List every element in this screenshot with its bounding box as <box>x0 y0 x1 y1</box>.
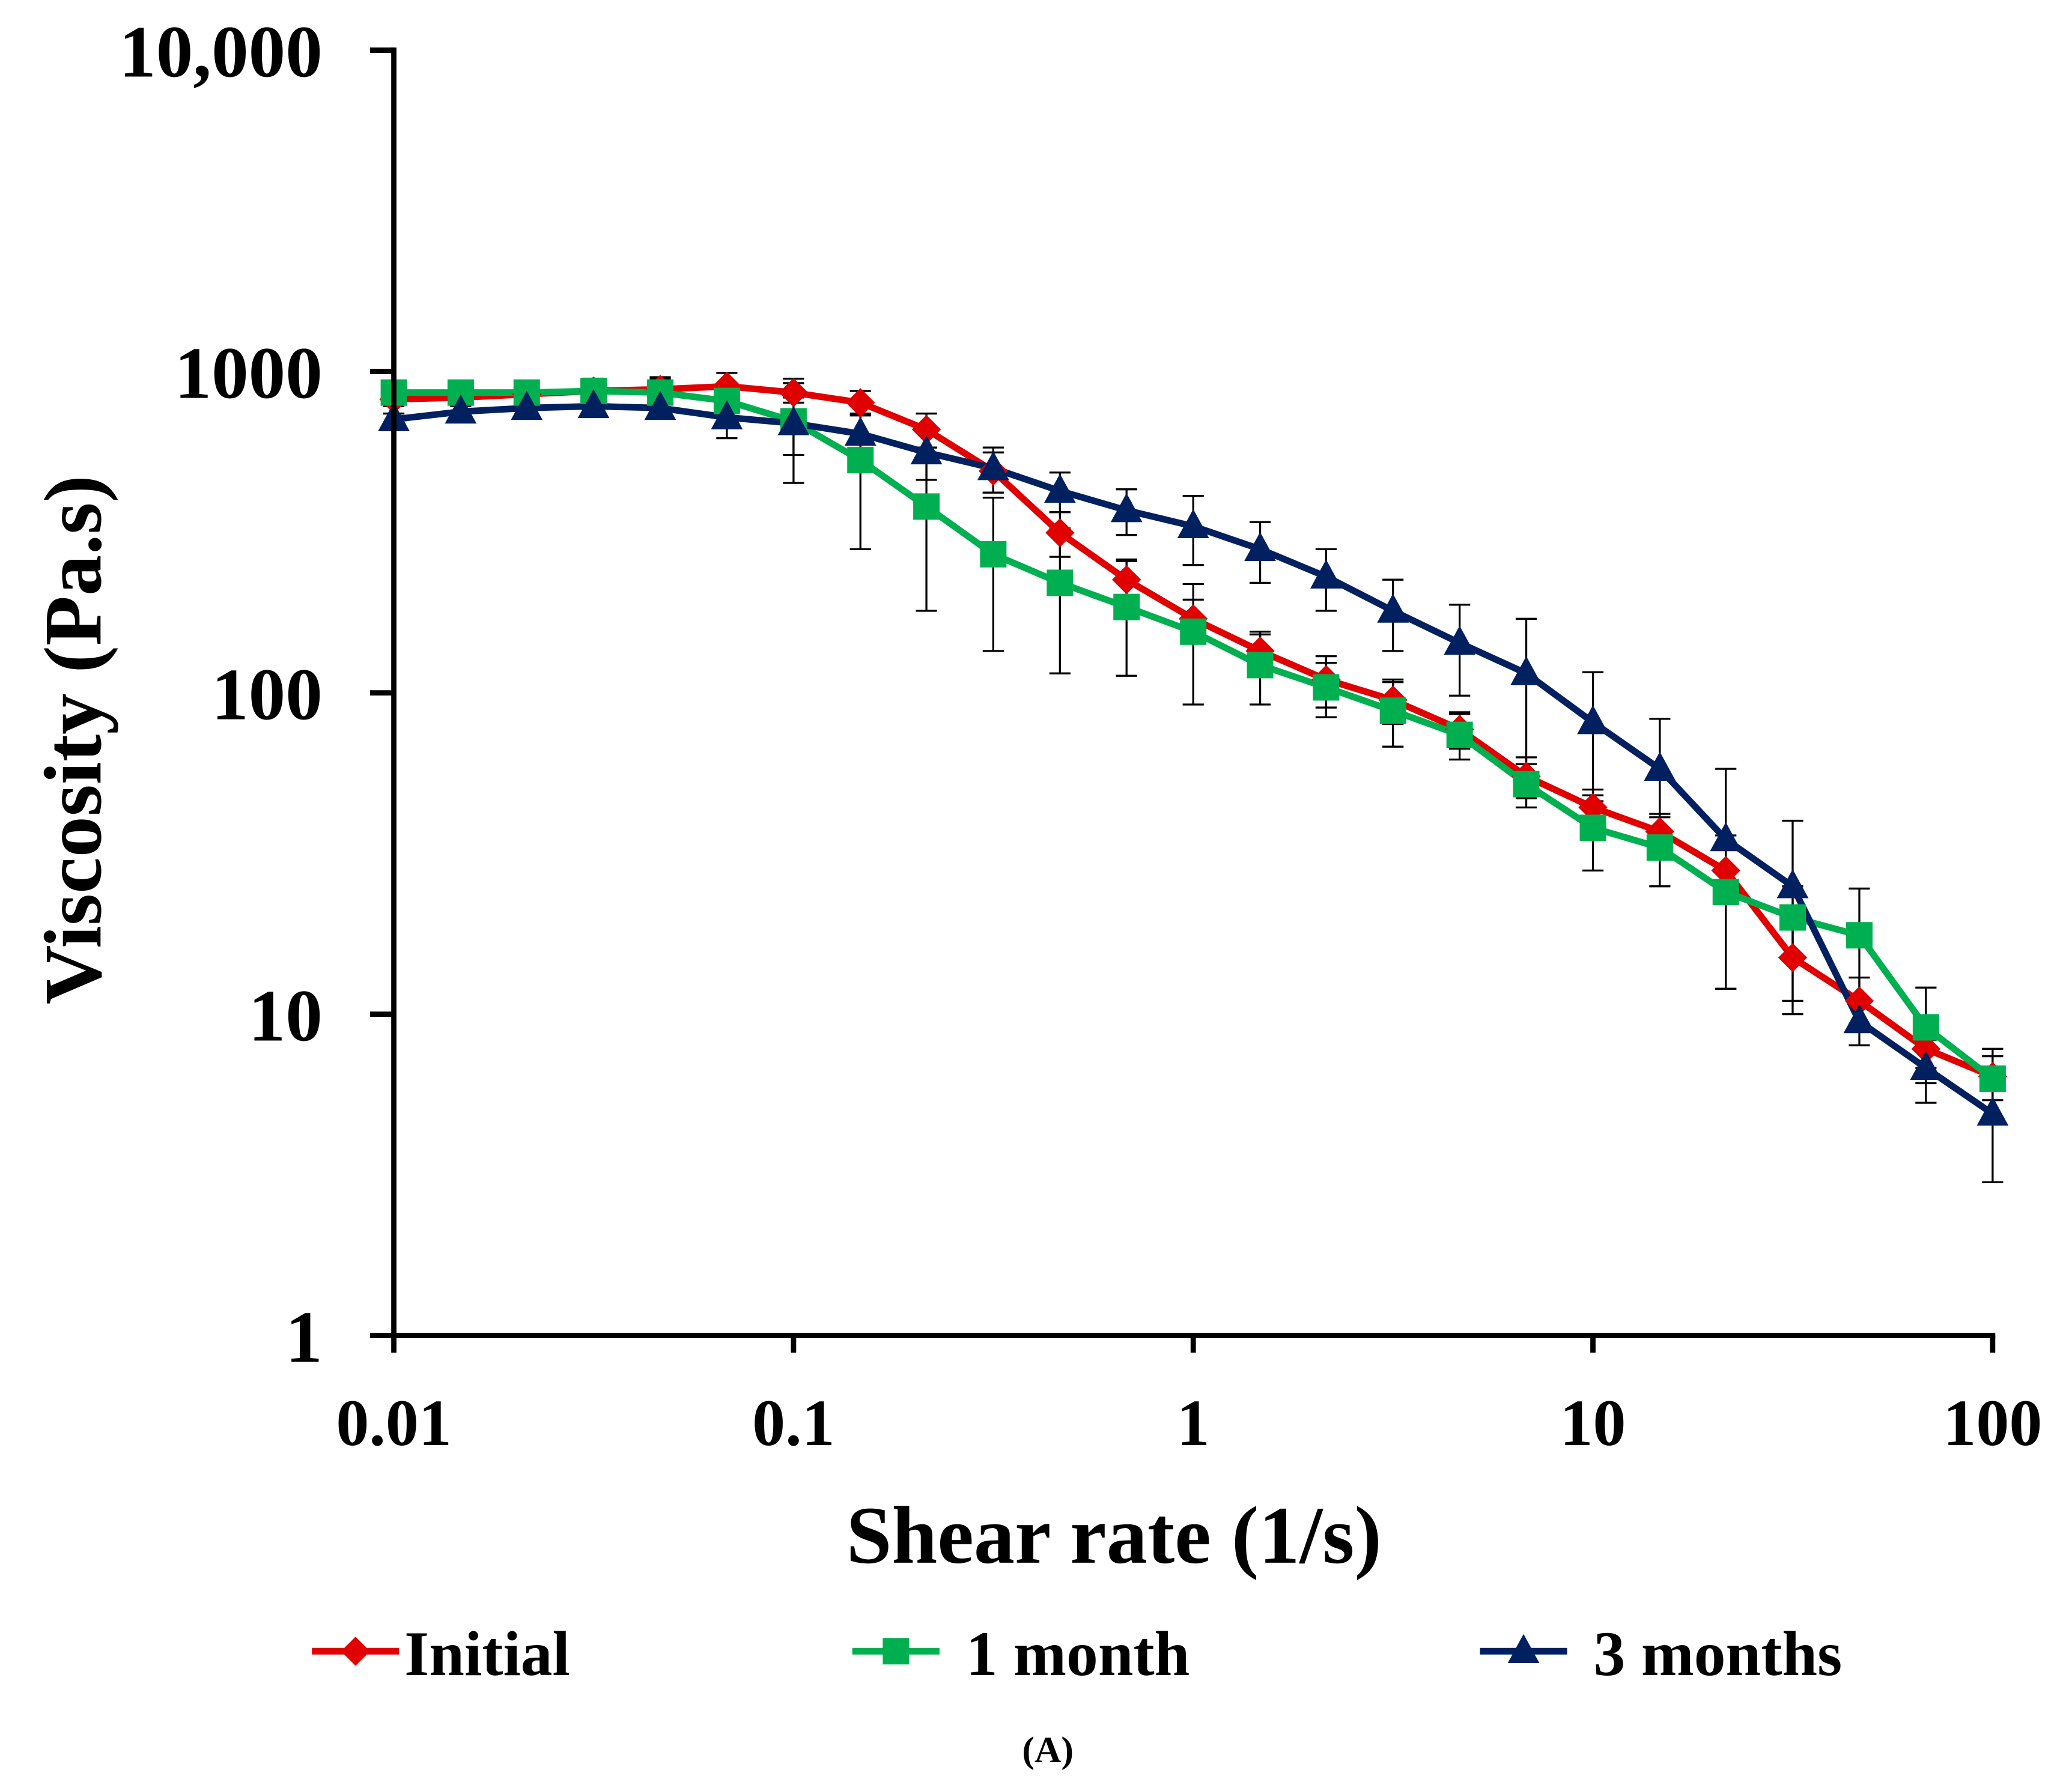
series-lines <box>378 371 2009 1126</box>
data-point-initial <box>1778 943 1808 972</box>
data-point-3-months <box>1244 532 1276 562</box>
y-axis-label: Viscosity (Pa.s) <box>28 475 118 1004</box>
data-point-3-months <box>1776 869 1809 899</box>
y-tick-label: 1000 <box>175 332 323 414</box>
legend-marker-3-months <box>1507 1634 1540 1664</box>
data-point-3-months <box>1310 559 1342 589</box>
data-point-3-months <box>1444 625 1476 655</box>
data-point-3-months <box>1910 1050 1942 1080</box>
data-point-initial <box>1911 1034 1941 1064</box>
data-point-3-months <box>844 416 876 446</box>
data-point-3-months <box>445 394 477 424</box>
data-point-1-month <box>1779 904 1806 931</box>
series-line-1-month <box>393 387 1995 1082</box>
x-tick-label: 0.01 <box>336 1386 451 1459</box>
error-bars <box>383 372 2004 1183</box>
data-point-1-month <box>1180 618 1207 645</box>
data-point-3-months <box>1976 1096 2009 1126</box>
data-point-initial <box>1112 565 1141 595</box>
series-line-initial <box>393 383 1994 1080</box>
legend-marker-1-month <box>883 1638 910 1665</box>
x-tick-label: 10 <box>1560 1386 1626 1459</box>
data-point-1-month <box>1979 1065 2006 1092</box>
data-point-initial <box>1711 856 1740 885</box>
data-point-1-month <box>1113 593 1140 620</box>
data-point-1-month <box>1379 697 1406 724</box>
data-point-3-months <box>1644 751 1676 781</box>
data-point-3-months <box>711 400 743 429</box>
data-point-1-month <box>1846 922 1873 949</box>
data-point-1-month <box>980 541 1007 568</box>
data-point-initial <box>1844 986 1874 1016</box>
data-point-1-month <box>1313 674 1340 701</box>
data-point-initial <box>911 414 941 444</box>
data-point-1-month <box>847 447 874 474</box>
legend-marker-initial <box>341 1637 370 1666</box>
ticks: 0.01 0.1 1 10 100 1 10 100 1000 10,000 <box>119 11 2042 1460</box>
data-point-3-months <box>1110 493 1143 523</box>
data-point-3-months <box>644 390 676 420</box>
data-point-3-months <box>1510 656 1542 685</box>
y-tick-label: 1 <box>285 1296 323 1378</box>
data-point-1-month <box>1047 569 1074 596</box>
data-point-3-months <box>977 451 1009 480</box>
x-tick-label: 0.1 <box>752 1386 834 1459</box>
x-axis-label: Shear rate (1/s) <box>846 1490 1382 1581</box>
data-point-1-month <box>1912 1014 1939 1041</box>
data-point-3-months <box>910 435 943 465</box>
data-point-1-month <box>1446 721 1473 748</box>
data-point-3-months <box>1577 705 1609 735</box>
x-tick-label: 1 <box>1177 1386 1210 1459</box>
y-tick-label: 10,000 <box>119 11 323 93</box>
data-point-1-month <box>1646 834 1673 861</box>
data-point-1-month <box>1513 771 1540 798</box>
x-tick-label: 100 <box>1943 1386 2042 1459</box>
data-point-3-months <box>1843 1004 1876 1034</box>
data-point-3-months <box>1377 593 1409 623</box>
data-point-1-month <box>913 493 940 520</box>
legend-label-1-month: 1 month <box>966 1619 1189 1689</box>
data-point-3-months <box>577 389 610 419</box>
data-point-3-months <box>511 390 543 420</box>
y-tick-label: 10 <box>249 975 323 1057</box>
data-point-3-months <box>1177 509 1209 538</box>
legend-label-initial: Initial <box>404 1619 570 1689</box>
legend-label-3-months: 3 months <box>1594 1619 1843 1689</box>
y-tick-label: 100 <box>211 653 323 736</box>
figure-caption: (A) <box>1022 1730 1074 1771</box>
data-point-1-month <box>1579 814 1606 841</box>
data-point-3-months <box>1044 473 1076 503</box>
legend: Initial 1 month 3 months <box>312 1619 1842 1689</box>
data-point-3-months <box>1710 822 1742 852</box>
data-point-3-months <box>777 406 810 435</box>
data-point-1-month <box>1247 652 1274 679</box>
data-point-1-month <box>1712 879 1739 906</box>
